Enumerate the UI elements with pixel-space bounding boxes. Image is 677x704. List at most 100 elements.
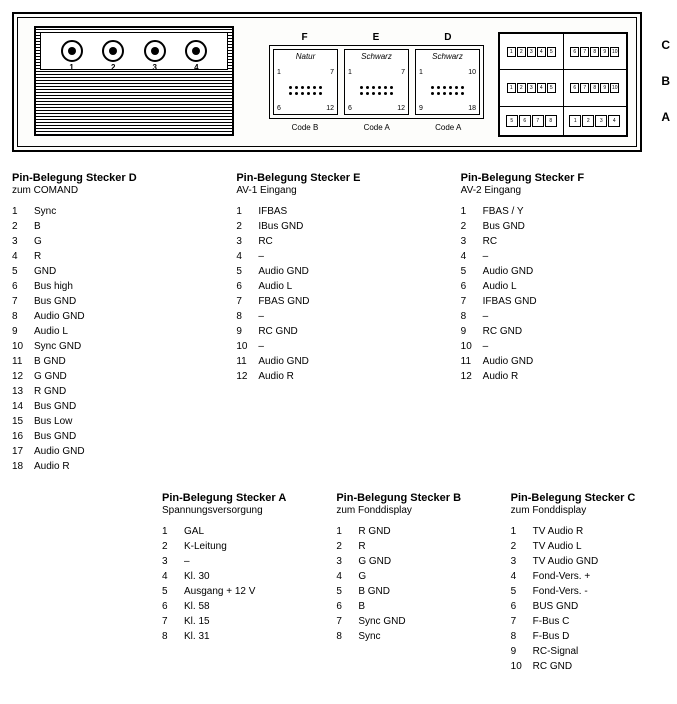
pin-number: 1 [12, 204, 34, 219]
rca-row: 1 2 3 4 [40, 32, 228, 70]
pin-signal: B [34, 219, 41, 234]
pin-signal: Bus high [34, 279, 73, 294]
pin-signal: – [483, 249, 489, 264]
pin-number: 18 [12, 459, 34, 474]
pin-number: 10 [12, 339, 34, 354]
pin-signal: G GND [34, 369, 67, 384]
pin-signal: Audio R [258, 369, 294, 384]
pin-table: Pin-Belegung Stecker Czum Fonddisplay1TV… [511, 492, 665, 674]
pin-number: 5 [511, 584, 533, 599]
pin-row: 6Audio L [461, 279, 665, 294]
pin-cell: 8 [590, 47, 599, 57]
pin-signal: Audio L [34, 324, 68, 339]
right-connector-row: 12345678910 [500, 70, 626, 106]
pin-number: 7 [12, 294, 34, 309]
connector-half: 5678 [500, 107, 564, 135]
pin-number: 5 [336, 584, 358, 599]
right-connector-block: 123456789101234567891056781234 [498, 32, 628, 137]
pin-signal: – [258, 339, 264, 354]
pin-number: 11 [236, 354, 258, 369]
pin-table-title: Pin-Belegung Stecker F [461, 172, 665, 184]
pin-cell: 3 [595, 115, 607, 127]
pin-number: 5 [236, 264, 258, 279]
pin-grid: 1234 [569, 115, 620, 127]
pin-signal: Audio GND [258, 354, 309, 369]
pin-row: 18Audio R [12, 459, 216, 474]
pin-number: 2 [461, 219, 483, 234]
pin-signal: FBAS GND [258, 294, 309, 309]
av-output-block: 1 2 3 4 [34, 26, 234, 136]
pin-number: 6 [511, 599, 533, 614]
pin-row: 2K-Leitung [162, 539, 316, 554]
pin-cell: 7 [580, 83, 589, 93]
pin-signal: GAL [184, 524, 204, 539]
pin-row: 10– [236, 339, 440, 354]
pin-cell: 4 [608, 115, 620, 127]
head-unit-diagram: 1 2 3 4 F E D Natur17612Schwarz17612Schw… [12, 12, 642, 152]
pin-signal: Audio L [258, 279, 292, 294]
pin-row: 4G [336, 569, 490, 584]
pin-number: 8 [336, 629, 358, 644]
pin-number: 4 [336, 569, 358, 584]
pin-row: 6Audio L [236, 279, 440, 294]
pin-row: 7F-Bus C [511, 614, 665, 629]
pin-number: 7 [511, 614, 533, 629]
pin-cell: 7 [532, 115, 544, 127]
pin-signal: TV Audio GND [533, 554, 599, 569]
pin-row: 4– [236, 249, 440, 264]
pin-number: 4 [12, 249, 34, 264]
pin-signal: IFBAS GND [483, 294, 537, 309]
pin-signal: Audio GND [34, 444, 85, 459]
pin-table-title: Pin-Belegung Stecker D [12, 172, 216, 184]
d-connector: Natur17612 [273, 49, 338, 115]
pin-number: 2 [236, 219, 258, 234]
pin-row: 3RC [461, 234, 665, 249]
pin-cell: 6 [570, 47, 579, 57]
pin-row: 8Sync [336, 629, 490, 644]
pin-row: 8Kl. 31 [162, 629, 316, 644]
pin-cell: 3 [527, 83, 536, 93]
pin-row: 4Fond-Vers. + [511, 569, 665, 584]
pin-signal: Kl. 30 [184, 569, 210, 584]
pin-number: 8 [511, 629, 533, 644]
pin-number: 6 [336, 599, 358, 614]
pin-number: 5 [162, 584, 184, 599]
pin-number: 15 [12, 414, 34, 429]
pin-dots [431, 86, 464, 95]
pin-signal: RC [258, 234, 272, 249]
pin-signal: Sync [34, 204, 56, 219]
pin-number: 3 [461, 234, 483, 249]
pin-cell: 10 [610, 47, 619, 57]
pin-number: 2 [511, 539, 533, 554]
pin-row: 10Sync GND [12, 339, 216, 354]
pin-tables-lower: Pin-Belegung Stecker ASpannungsversorgun… [12, 492, 665, 674]
pin-signal: F-Bus C [533, 614, 570, 629]
pin-signal: – [258, 309, 264, 324]
pin-signal: Bus GND [34, 429, 76, 444]
side-letter: C [661, 38, 670, 52]
pin-number: 12 [12, 369, 34, 384]
pin-number: 12 [461, 369, 483, 384]
pin-row: 1Sync [12, 204, 216, 219]
pin-number: 4 [162, 569, 184, 584]
pin-list: 1GAL2K-Leitung3–4Kl. 305Ausgang + 12 V6K… [162, 524, 316, 644]
pin-number: 6 [236, 279, 258, 294]
pin-signal: Bus GND [34, 294, 76, 309]
pin-number: 5 [461, 264, 483, 279]
connector-half: 678910 [564, 34, 627, 69]
pin-number: 17 [12, 444, 34, 459]
pin-row: 7Sync GND [336, 614, 490, 629]
pin-row: 1GAL [162, 524, 316, 539]
pin-number: 1 [162, 524, 184, 539]
pin-number: 3 [236, 234, 258, 249]
pin-number: 5 [12, 264, 34, 279]
pin-row: 11Audio GND [236, 354, 440, 369]
pin-signal: Sync GND [34, 339, 81, 354]
pin-table-subtitle: AV-1 Eingang [236, 185, 440, 196]
rca-jack: 1 [61, 40, 83, 62]
pin-signal: TV Audio L [533, 539, 582, 554]
pin-table-title: Pin-Belegung Stecker C [511, 492, 665, 504]
d-connector: Schwarz17612 [344, 49, 409, 115]
pin-row: 8Audio GND [12, 309, 216, 324]
pin-signal: R GND [358, 524, 390, 539]
